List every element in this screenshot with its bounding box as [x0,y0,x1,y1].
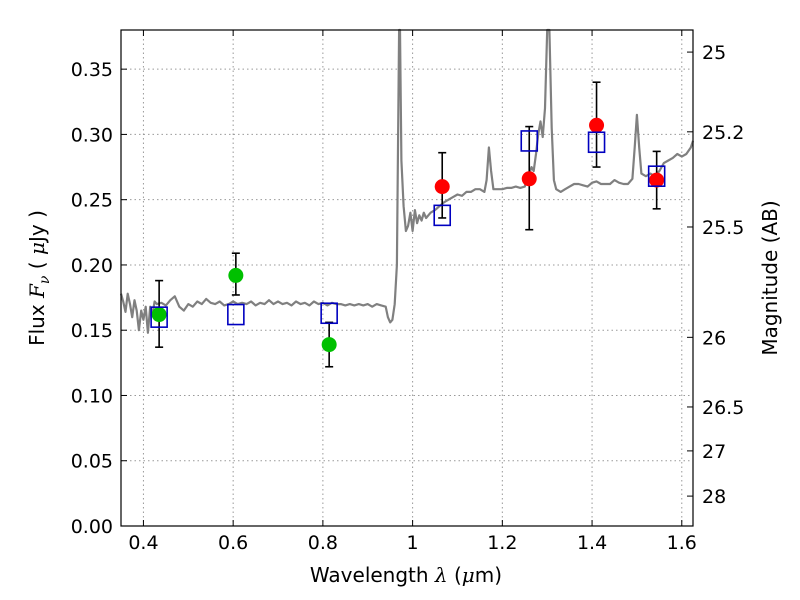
nir-flux-point [521,171,537,187]
mag-tick-label: 28 [702,486,726,508]
x-tick-label: 1.4 [577,532,607,554]
optical-flux-point [321,337,337,353]
y-tick-label: 0.30 [71,124,113,146]
y-tick-label: 0.15 [71,320,113,342]
y-axis-F: F [25,283,49,299]
x-tick-label: 0.4 [128,532,158,554]
grid-lines [121,30,693,526]
x-axis-mu: μ [462,563,475,587]
plot-background [121,30,693,526]
mag-tick-label: 25.5 [702,217,744,239]
model-flux-square [587,131,606,154]
model-flux-square [320,302,338,325]
x-tick-label: 1 [407,532,419,554]
mag-tick-label: 26 [702,327,726,349]
data-marks [150,81,666,368]
y-axis-label: Flux Fν ( μJy ) [25,210,53,346]
x-tick-label: 1.2 [487,532,517,554]
mag-tick-label: 26.5 [702,397,744,419]
x-tick-label: 0.6 [218,532,248,554]
model-flux-square [227,303,245,326]
mag-tick-label: 27 [702,441,726,463]
x-tick-label: 1.6 [667,532,697,554]
x-axis-label: Wavelength λ (μm) [310,563,502,587]
model-flux-square [647,165,666,187]
nir-flux-point [589,117,605,133]
mag-tick-label: 25 [702,42,726,64]
y-tick-label: 0.10 [71,385,113,407]
mag-tick-label: 25.2 [702,122,744,144]
y-tick-label: 0.00 [71,516,113,538]
y2-axis-label: Magnitude (AB) [758,200,782,355]
y-tick-label: 0.05 [71,451,113,473]
model-flux-square [433,204,452,227]
x-axis-lambda: λ [434,563,448,587]
y-axis-nu: ν [37,275,53,284]
x-tick-label: 0.8 [308,532,338,554]
y-tick-label: 0.20 [71,255,113,277]
spectrum-layer [119,28,695,334]
axis-ticks: 0.4 0.6 0.8 1 1.2 1.4 1.6 0.00 0.05 0.10 0.15 0.20 0… [71,30,744,554]
y-tick-label: 0.35 [71,59,113,81]
nir-flux-point [649,172,665,188]
y-axis-mu: μ [25,242,49,255]
model-flux-square [150,306,168,328]
y-tick-label: 0.25 [71,190,113,212]
model-spectrum-line [119,28,695,334]
model-flux-square [520,130,539,152]
optical-flux-point [151,307,167,323]
plot-frame [120,29,694,527]
nir-flux-point [434,179,450,195]
optical-flux-point [228,267,244,283]
